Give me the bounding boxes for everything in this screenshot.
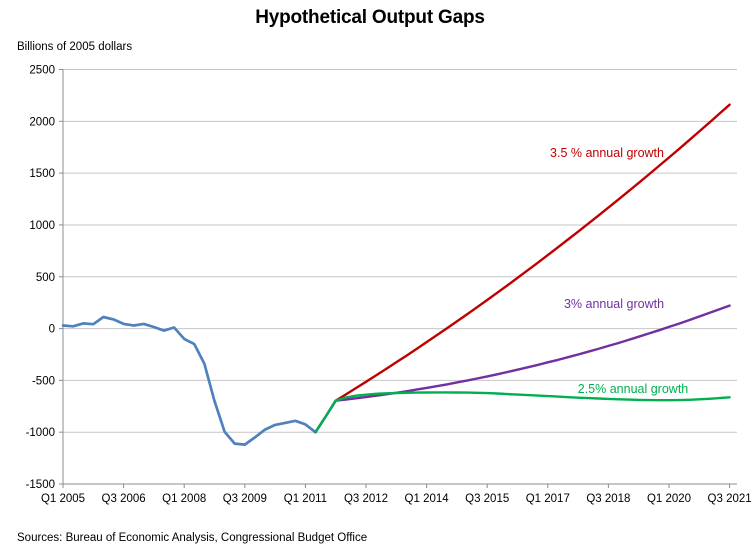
- sources-note: Sources: Bureau of Economic Analysis, Co…: [17, 532, 368, 544]
- x-tick-label: Q3 2015: [465, 493, 509, 505]
- x-tick-label: Q1 2020: [647, 493, 691, 505]
- y-tick-label: -1500: [26, 479, 55, 491]
- y-tick-label: -500: [32, 375, 55, 387]
- series-line-growth-3-5-percent: [314, 103, 731, 434]
- y-tick-label: 500: [36, 272, 55, 284]
- y-tick-label: 1500: [29, 168, 55, 180]
- x-tick-label: Q3 2009: [223, 493, 267, 505]
- x-tick-label: Q3 2021: [708, 493, 752, 505]
- x-tick-label: Q1 2005: [41, 493, 85, 505]
- y-tick-label: 2000: [29, 116, 55, 128]
- y-tick-label: 1000: [29, 220, 55, 232]
- series-line-growth-2-5-percent: [314, 391, 731, 434]
- x-tick-label: Q3 2018: [586, 493, 630, 505]
- y-tick-label: 2500: [29, 65, 55, 77]
- annotation-growth-3-5-percent: 3.5 % annual growth: [550, 146, 664, 160]
- x-tick-label: Q3 2006: [102, 493, 146, 505]
- series-line-growth-3-percent: [314, 304, 731, 434]
- annotation-growth-2-5-percent: 2.5% annual growth: [578, 382, 689, 396]
- y-tick-label: 0: [49, 324, 55, 336]
- series-line-actual-output-gap: [61, 315, 317, 446]
- x-tick-label: Q3 2012: [344, 493, 388, 505]
- x-tick-label: Q1 2008: [162, 493, 206, 505]
- chart-title: Hypothetical Output Gaps: [255, 7, 485, 28]
- annotation-growth-3-percent: 3% annual growth: [564, 297, 664, 311]
- x-tick-label: Q1 2011: [284, 493, 327, 505]
- y-axis-caption: Billions of 2005 dollars: [17, 41, 133, 53]
- x-tick-label: Q1 2017: [526, 493, 570, 505]
- y-tick-label: -1000: [26, 427, 55, 439]
- x-tick-label: Q1 2014: [405, 493, 450, 505]
